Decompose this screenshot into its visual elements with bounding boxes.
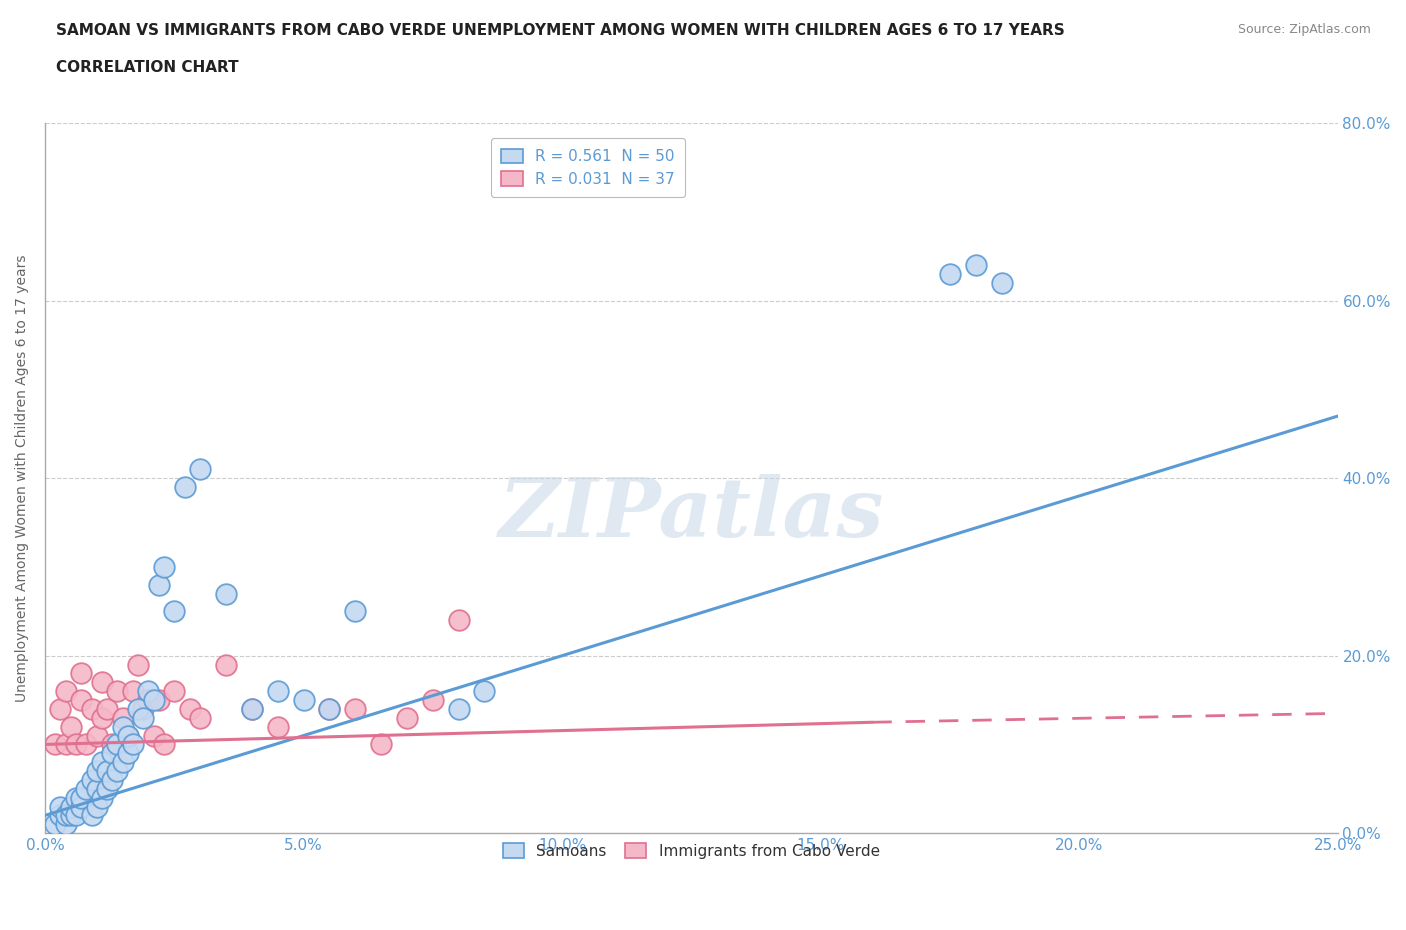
Point — [65, 808, 87, 823]
Point — [138, 684, 160, 698]
Point — [179, 701, 201, 716]
Text: ZIPatlas: ZIPatlas — [499, 473, 884, 553]
Point — [44, 737, 66, 751]
Point — [49, 701, 72, 716]
Point — [70, 693, 93, 708]
Point — [101, 773, 124, 788]
Point — [111, 711, 134, 725]
Point — [148, 693, 170, 708]
Point — [49, 799, 72, 814]
Point — [65, 790, 87, 805]
Point — [90, 755, 112, 770]
Point — [939, 267, 962, 282]
Point — [96, 764, 118, 778]
Point — [188, 462, 211, 477]
Point — [86, 728, 108, 743]
Point — [70, 666, 93, 681]
Point — [44, 817, 66, 831]
Point — [90, 711, 112, 725]
Point — [117, 746, 139, 761]
Point — [447, 613, 470, 628]
Point — [59, 719, 82, 734]
Point — [215, 586, 238, 601]
Point — [215, 658, 238, 672]
Point — [105, 684, 128, 698]
Point — [318, 701, 340, 716]
Point — [105, 737, 128, 751]
Point — [188, 711, 211, 725]
Text: Source: ZipAtlas.com: Source: ZipAtlas.com — [1237, 23, 1371, 36]
Point — [138, 693, 160, 708]
Point — [80, 701, 103, 716]
Point — [105, 764, 128, 778]
Point — [49, 808, 72, 823]
Point — [422, 693, 444, 708]
Point — [111, 719, 134, 734]
Point — [163, 684, 186, 698]
Point — [127, 658, 149, 672]
Point — [990, 275, 1012, 290]
Point — [86, 764, 108, 778]
Point — [90, 675, 112, 690]
Point — [965, 258, 987, 272]
Point — [70, 799, 93, 814]
Point — [75, 737, 97, 751]
Point — [127, 701, 149, 716]
Point — [75, 781, 97, 796]
Point — [65, 737, 87, 751]
Point — [240, 701, 263, 716]
Point — [474, 684, 496, 698]
Point — [101, 746, 124, 761]
Point — [132, 711, 155, 725]
Point — [59, 799, 82, 814]
Point — [117, 728, 139, 743]
Point — [111, 755, 134, 770]
Point — [117, 728, 139, 743]
Point — [132, 701, 155, 716]
Point — [122, 684, 145, 698]
Point — [163, 604, 186, 618]
Point — [96, 701, 118, 716]
Point — [101, 737, 124, 751]
Point — [292, 693, 315, 708]
Point — [240, 701, 263, 716]
Point — [266, 684, 288, 698]
Point — [142, 693, 165, 708]
Point — [173, 480, 195, 495]
Point — [148, 578, 170, 592]
Text: CORRELATION CHART: CORRELATION CHART — [56, 60, 239, 75]
Y-axis label: Unemployment Among Women with Children Ages 6 to 17 years: Unemployment Among Women with Children A… — [15, 255, 30, 702]
Point — [55, 808, 77, 823]
Point — [70, 790, 93, 805]
Point — [90, 790, 112, 805]
Point — [153, 560, 176, 575]
Point — [344, 701, 367, 716]
Point — [80, 808, 103, 823]
Point — [86, 781, 108, 796]
Point — [370, 737, 392, 751]
Point — [55, 684, 77, 698]
Point — [153, 737, 176, 751]
Point — [318, 701, 340, 716]
Legend: Samoans, Immigrants from Cabo Verde: Samoans, Immigrants from Cabo Verde — [494, 834, 889, 868]
Text: SAMOAN VS IMMIGRANTS FROM CABO VERDE UNEMPLOYMENT AMONG WOMEN WITH CHILDREN AGES: SAMOAN VS IMMIGRANTS FROM CABO VERDE UNE… — [56, 23, 1064, 38]
Point — [122, 737, 145, 751]
Point — [266, 719, 288, 734]
Point — [59, 808, 82, 823]
Point — [395, 711, 418, 725]
Point — [86, 799, 108, 814]
Point — [142, 728, 165, 743]
Point — [447, 701, 470, 716]
Point — [96, 781, 118, 796]
Point — [55, 817, 77, 831]
Point — [55, 737, 77, 751]
Point — [80, 773, 103, 788]
Point — [344, 604, 367, 618]
